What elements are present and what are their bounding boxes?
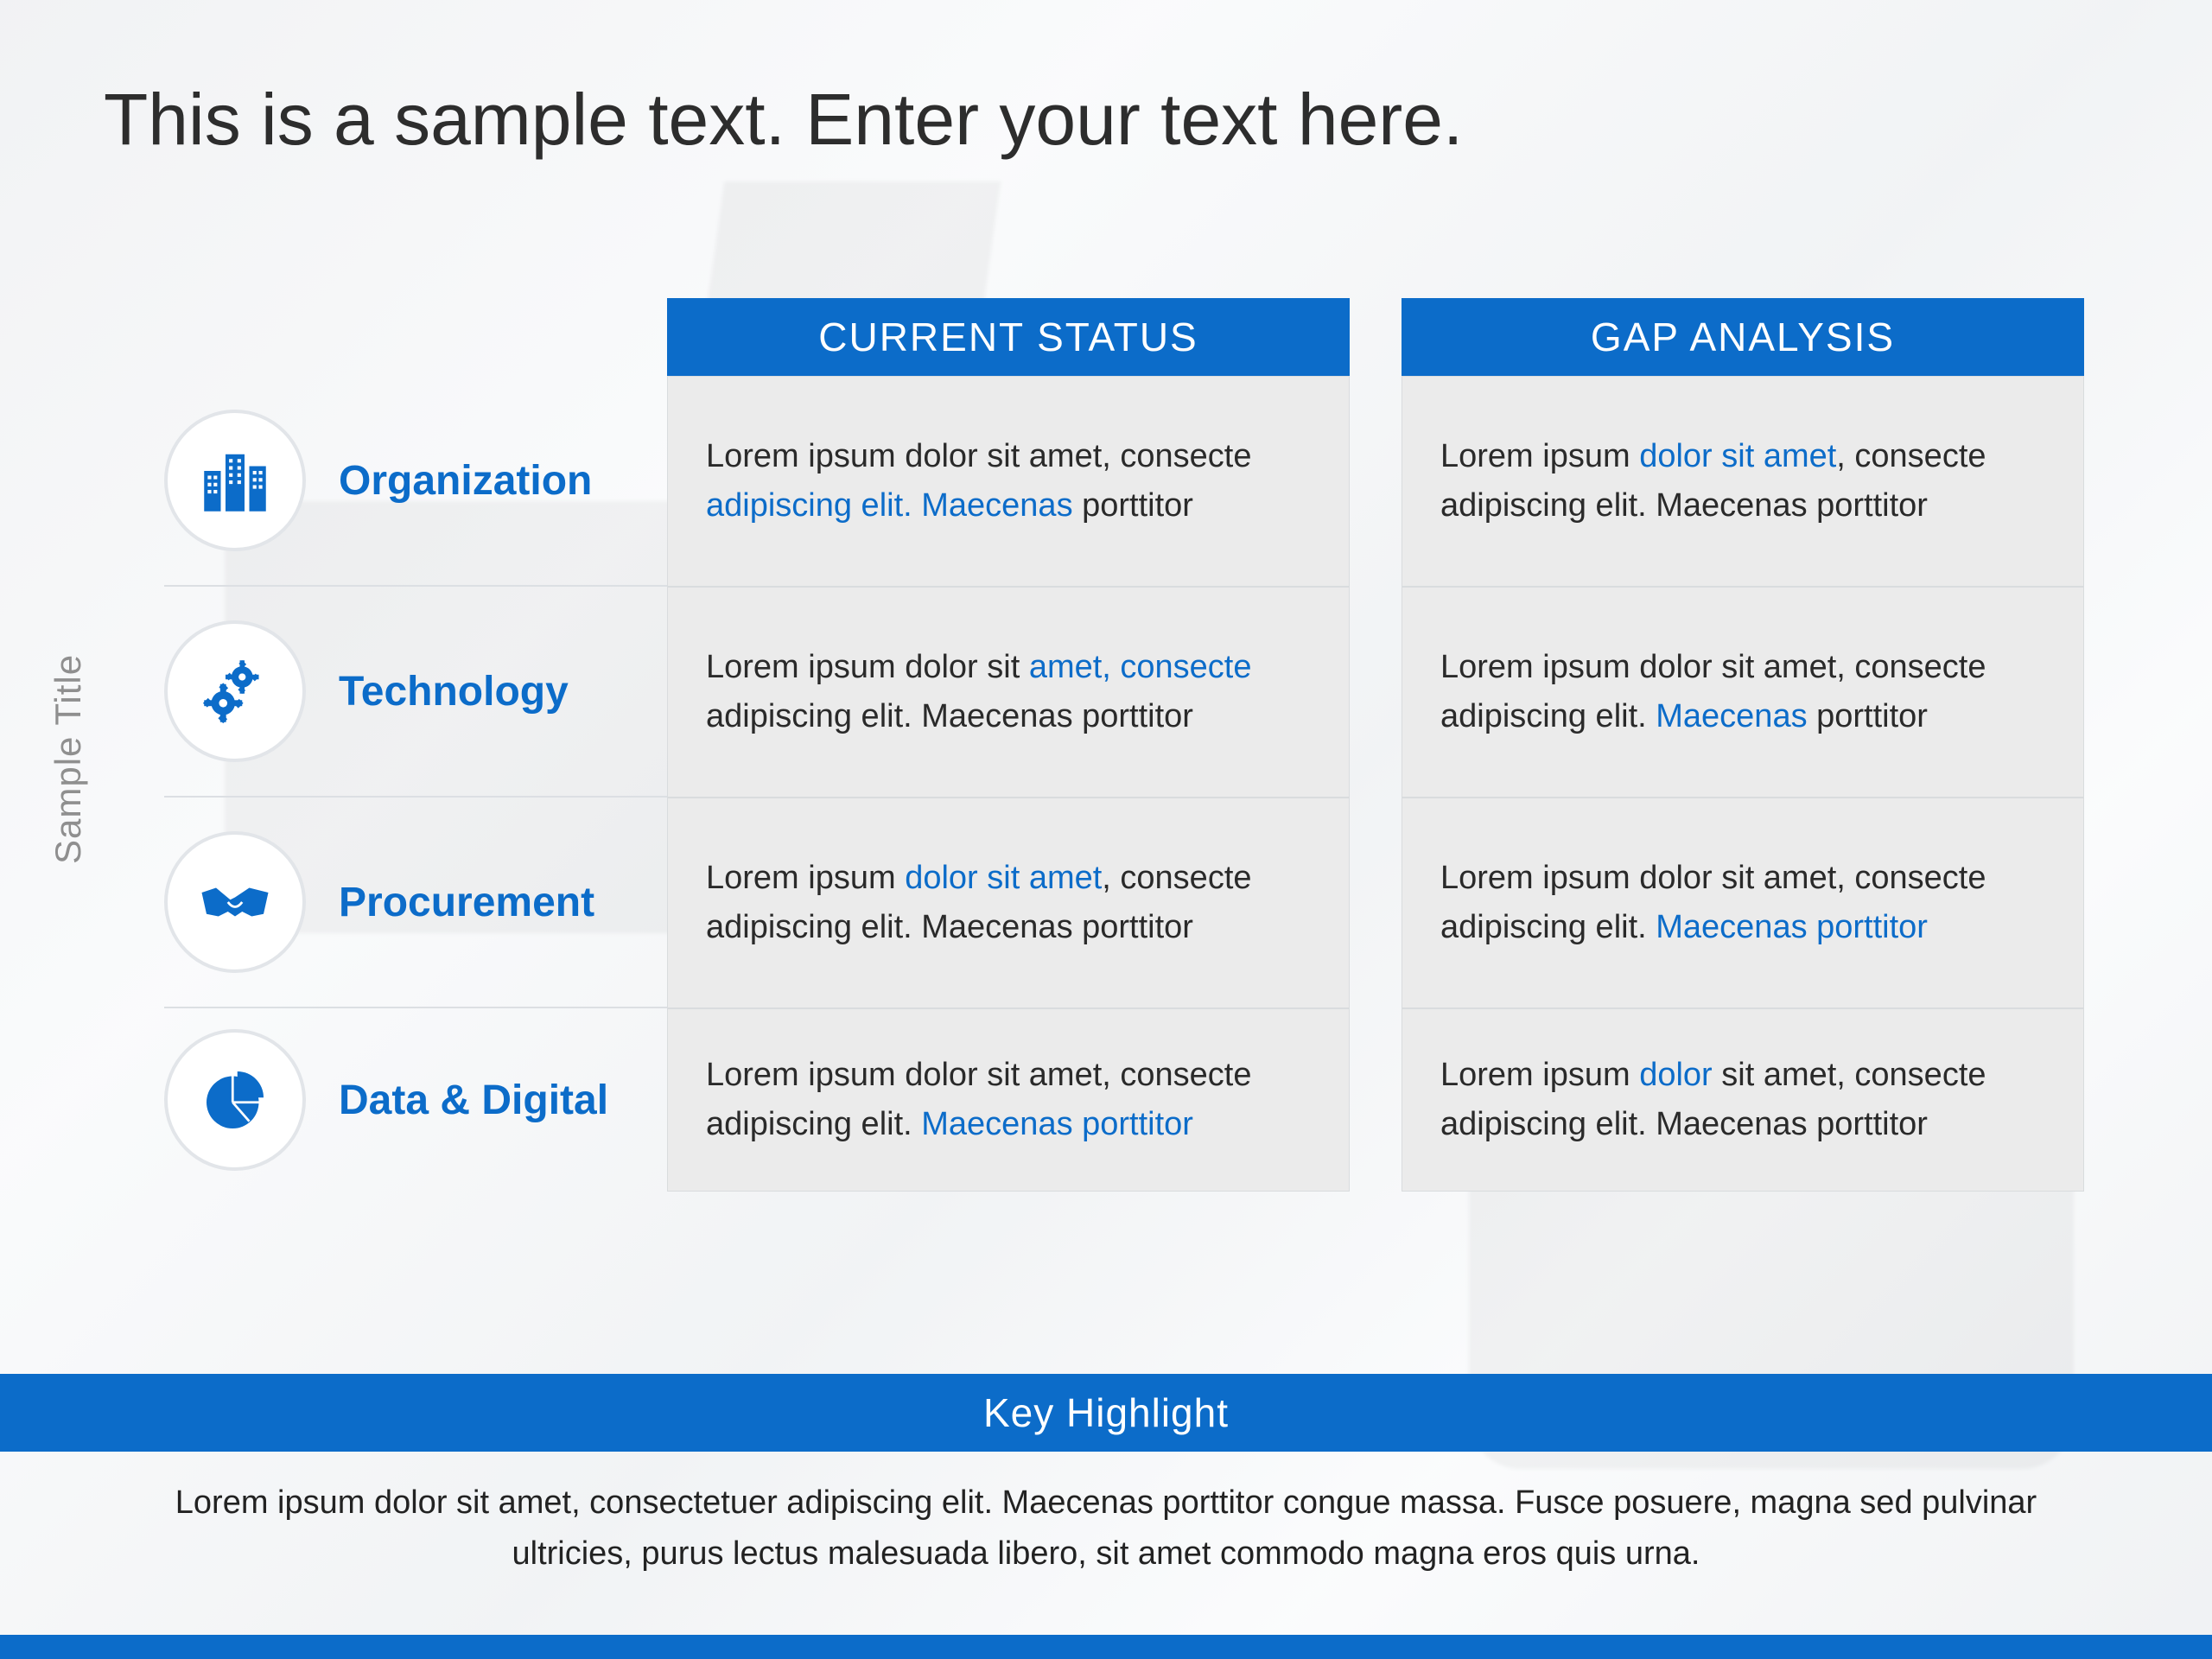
cell-text: porttitor: [1073, 487, 1193, 524]
cell-current: Lorem ipsum dolor sit amet, consecte adi…: [667, 1008, 1350, 1192]
cell-text: Lorem ipsum: [706, 860, 905, 896]
cell-highlight: amet, consecte: [1029, 649, 1252, 685]
pie-chart-icon: [164, 1029, 306, 1171]
row-label: Procurement: [339, 879, 594, 926]
cell-highlight: dolor sit amet: [1639, 438, 1836, 474]
cell-text: Lorem ipsum: [1440, 438, 1639, 474]
row-label-cell: Data & Digital: [164, 1008, 667, 1192]
cell-text: Lorem ipsum dolor sit amet, consecte: [706, 438, 1252, 474]
cell-gap: Lorem ipsum dolor sit amet, consecte adi…: [1402, 1008, 2084, 1192]
cell-gap: Lorem ipsum dolor sit amet, consecte adi…: [1402, 376, 2084, 587]
column-spacer: [1350, 587, 1402, 798]
table-row: Data & Digital Lorem ipsum dolor sit ame…: [164, 1008, 2082, 1192]
side-title: Sample Title: [48, 654, 89, 864]
column-header-current: CURRENT STATUS: [667, 298, 1350, 376]
slide: This is a sample text. Enter your text h…: [0, 0, 2212, 1659]
cell-highlight: dolor sit amet: [905, 860, 1102, 896]
cell-highlight: Maecenas porttitor: [921, 1106, 1193, 1142]
column-spacer: [1350, 298, 1402, 376]
row-label: Organization: [339, 457, 592, 505]
cell-text: porttitor: [1808, 698, 1928, 734]
table-row: Technology Lorem ipsum dolor sit amet, c…: [164, 587, 2082, 798]
cell-highlight: Maecenas porttitor: [1656, 909, 1928, 945]
cell-highlight: dolor: [1639, 1057, 1713, 1093]
cell-text: Lorem ipsum dolor sit: [706, 649, 1029, 685]
grid-header-spacer: [164, 298, 667, 376]
grid-header-row: CURRENT STATUS GAP ANALYSIS: [164, 298, 2082, 376]
row-label: Data & Digital: [339, 1077, 608, 1124]
key-highlight-body: Lorem ipsum dolor sit amet, consectetuer…: [130, 1478, 2082, 1580]
cell-highlight: Maecenas: [1656, 698, 1807, 734]
column-spacer: [1350, 798, 1402, 1008]
cell-text: adipiscing elit. Maecenas porttitor: [706, 698, 1193, 734]
table-row: Procurement Lorem ipsum dolor sit amet, …: [164, 798, 2082, 1008]
key-highlight-bar: Key Highlight: [0, 1374, 2212, 1452]
cell-gap: Lorem ipsum dolor sit amet, consecte adi…: [1402, 587, 2084, 798]
key-highlight-title: Key Highlight: [983, 1389, 1229, 1436]
row-label-cell: Technology: [164, 587, 667, 798]
row-label: Technology: [339, 668, 569, 715]
analysis-grid: CURRENT STATUS GAP ANALYSIS Organization…: [164, 298, 2082, 1192]
cell-gap: Lorem ipsum dolor sit amet, consecte adi…: [1402, 798, 2084, 1008]
table-row: Organization Lorem ipsum dolor sit amet,…: [164, 376, 2082, 587]
cell-text: Lorem ipsum: [1440, 1057, 1639, 1093]
page-title: This is a sample text. Enter your text h…: [104, 78, 1463, 162]
bottom-bar: [0, 1635, 2212, 1659]
cell-current: Lorem ipsum dolor sit amet, consecte adi…: [667, 587, 1350, 798]
column-spacer: [1350, 376, 1402, 587]
cell-highlight: adipiscing elit. Maecenas: [706, 487, 1073, 524]
row-label-cell: Organization: [164, 376, 667, 587]
cell-current: Lorem ipsum dolor sit amet, consecte adi…: [667, 376, 1350, 587]
gears-icon: [164, 620, 306, 762]
column-spacer: [1350, 1008, 1402, 1192]
buildings-icon: [164, 410, 306, 551]
row-label-cell: Procurement: [164, 798, 667, 1008]
handshake-icon: [164, 831, 306, 973]
cell-current: Lorem ipsum dolor sit amet, consecte adi…: [667, 798, 1350, 1008]
column-header-gap: GAP ANALYSIS: [1402, 298, 2084, 376]
